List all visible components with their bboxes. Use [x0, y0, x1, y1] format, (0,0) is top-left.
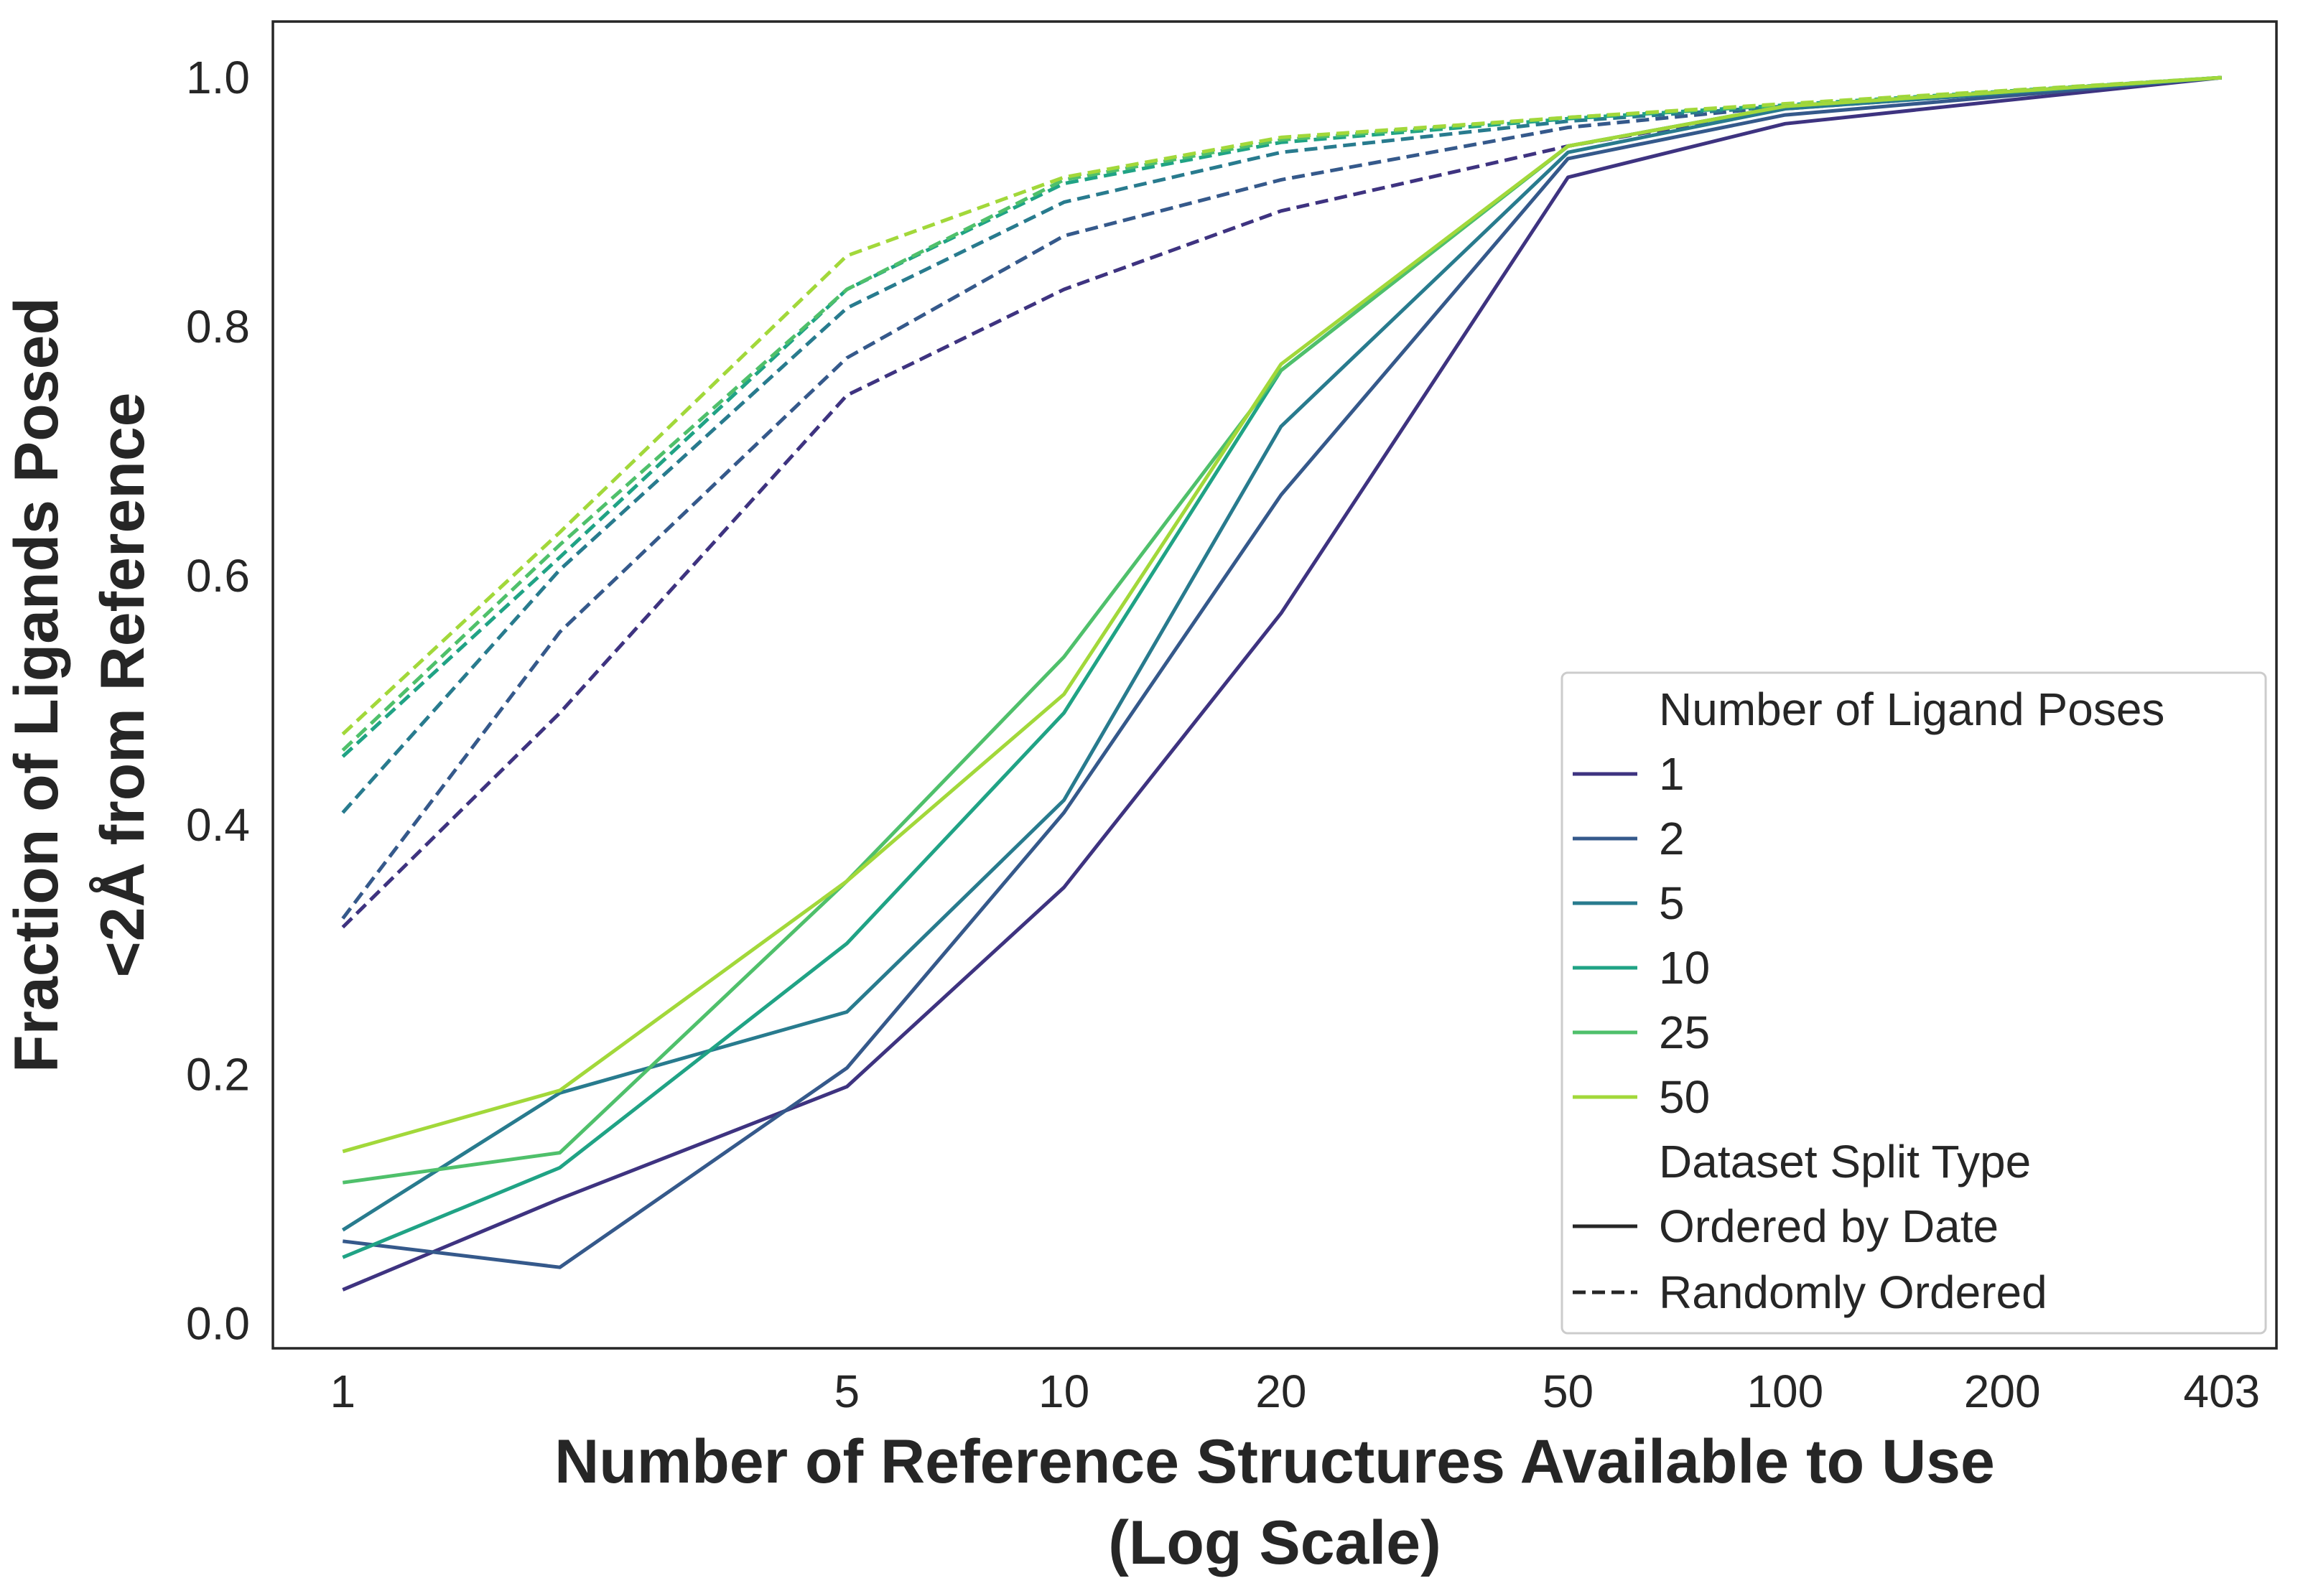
x-tick-labels: 1 5 10 20 50 100 200 403: [330, 1366, 2261, 1417]
series-line-1-poses-ordered: [342, 75, 2222, 1292]
legend-label-10: 10: [1659, 942, 1710, 994]
x-tick-label: 1: [330, 1366, 356, 1417]
series-line-2-poses-ordered: [343, 75, 2222, 1269]
series-line-1-poses-random: [341, 75, 2222, 929]
x-tick-label: 200: [1964, 1366, 2041, 1417]
x-tick-label: 403: [2183, 1366, 2260, 1417]
x-tick-label: 5: [834, 1366, 860, 1417]
legend-random-label: Randomly Ordered: [1659, 1266, 2047, 1318]
y-axis-label: Fraction of Ligands Posed: [2, 297, 71, 1073]
y-tick-label: 0.2: [186, 1048, 250, 1100]
y-axis-label-line2: <2Å from Reference: [88, 393, 157, 978]
legend-label-50: 50: [1659, 1071, 1710, 1123]
y-tick-label: 0.6: [186, 550, 250, 602]
y-tick-label: 1.0: [186, 52, 250, 103]
x-tick-label: 20: [1255, 1366, 1306, 1417]
y-tick-labels: 0.0 0.2 0.4 0.6 0.8 1.0: [186, 52, 250, 1349]
series-line-2-poses-random: [341, 75, 2222, 920]
y-tick-label: 0.8: [186, 301, 250, 353]
legend-ordered-label: Ordered by Date: [1659, 1200, 1999, 1252]
legend-label-5: 5: [1659, 877, 1685, 929]
y-tick-label: 0.0: [186, 1297, 250, 1349]
x-tick-label: 10: [1038, 1366, 1089, 1417]
legend-hue-title: Number of Ligand Poses: [1659, 683, 2164, 735]
series-line-5-poses-ordered: [341, 75, 2222, 1232]
x-axis-label-line2: (Log Scale): [1108, 1508, 1441, 1577]
series-lines: [341, 75, 2222, 1292]
legend-style-title: Dataset Split Type: [1659, 1136, 2031, 1187]
y-axis-label-line2-group: <2Å from Reference: [88, 393, 157, 978]
legend-label-25: 25: [1659, 1007, 1710, 1058]
y-tick-label: 0.4: [186, 799, 250, 851]
legend-label-2: 2: [1659, 813, 1685, 864]
legend-box: [1560, 671, 2267, 1335]
y-axis-label-group: Fraction of Ligands Posed: [2, 297, 71, 1073]
series-line-50-poses-random: [341, 75, 2222, 736]
legend-label-1: 1: [1659, 748, 1685, 800]
x-tick-label: 100: [1746, 1366, 1823, 1417]
x-axis-label: Number of Reference Structures Available…: [554, 1427, 1995, 1496]
x-tick-label: 50: [1543, 1366, 1594, 1417]
series-line-50-poses-ordered: [342, 75, 2222, 1154]
